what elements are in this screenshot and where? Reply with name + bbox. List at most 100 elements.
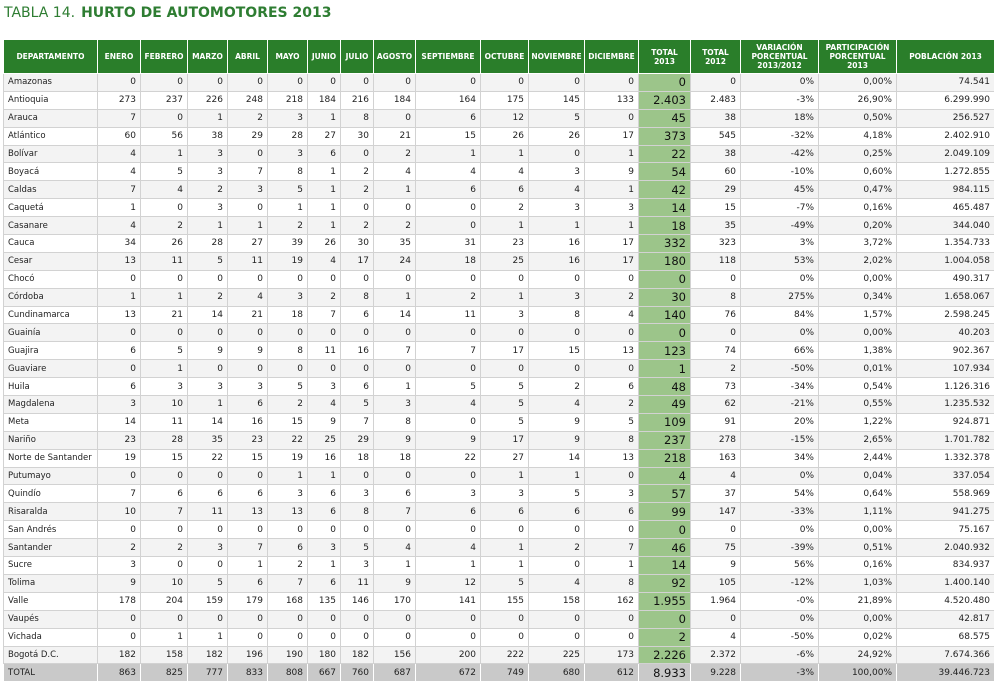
table-cell: 0,00% [819,521,897,539]
table-cell: 0 [481,324,529,342]
column-header: POBLACIÓN 2013 [897,40,994,74]
table-cell: 4 [308,396,341,414]
total-cell: 100,00% [819,664,897,682]
table-cell: 8 [341,288,374,306]
total-2013-cell: 373 [639,127,691,145]
table-cell: 0 [228,360,268,378]
table-cell: 2 [188,181,228,199]
table-cell: 0 [141,199,188,217]
column-header: TOTAL 2012 [691,40,741,74]
table-cell: 7 [268,574,308,592]
total-cell: 612 [585,664,639,682]
table-cell: 0 [416,610,481,628]
table-cell: 0 [228,521,268,539]
table-cell: 1,03% [819,574,897,592]
table-cell: 0,50% [819,109,897,127]
total-2013-cell: 14 [639,557,691,575]
table-cell: 0 [228,467,268,485]
table-cell: 5 [141,163,188,181]
department-cell: Risaralda [4,503,98,521]
table-cell: 28 [268,127,308,145]
table-cell: 7 [98,485,141,503]
table-cell: 4 [416,163,481,181]
table-cell: 1 [481,288,529,306]
table-cell: 29 [341,431,374,449]
table-title-text: HURTO DE AUTOMOTORES 2013 [81,5,331,21]
table-cell: 0 [141,109,188,127]
table-cell: 1 [481,217,529,235]
table-cell: 1 [188,217,228,235]
table-cell: 6 [529,503,585,521]
table-cell: 180 [308,646,341,664]
table-cell: 4 [98,145,141,163]
table-cell: -10% [741,163,819,181]
total-2013-cell: 48 [639,378,691,396]
table-cell: 14 [98,413,141,431]
table-cell: 2 [341,181,374,199]
table-cell: 1.004.058 [897,252,994,270]
table-cell: 16 [228,413,268,431]
table-cell: 74 [691,342,741,360]
table-cell: 0 [268,521,308,539]
table-cell: 4 [141,181,188,199]
total-cell: 808 [268,664,308,682]
table-cell: 74.541 [897,74,994,92]
table-cell: 0 [529,360,585,378]
table-cell: 17 [585,235,639,253]
table-cell: 7 [228,539,268,557]
table-cell: 6 [228,396,268,414]
table-cell: 18 [268,306,308,324]
table-cell: 0 [98,610,141,628]
table-cell: 4 [308,252,341,270]
table-cell: 6 [585,378,639,396]
total-2013-cell: 30 [639,288,691,306]
department-cell: Nariño [4,431,98,449]
table-cell: 14 [188,413,228,431]
table-cell: 0 [98,628,141,646]
table-cell: 0 [529,74,585,92]
table-cell: 0 [585,324,639,342]
total-2013-cell: 4 [639,467,691,485]
table-cell: 2 [691,360,741,378]
table-cell: 2 [228,109,268,127]
table-cell: -3% [741,91,819,109]
table-cell: 0 [228,610,268,628]
table-cell: 84% [741,306,819,324]
department-cell: Antioquia [4,91,98,109]
table-cell: 0 [98,521,141,539]
table-cell: 133 [585,91,639,109]
table-cell: 3 [188,163,228,181]
table-cell: 21 [141,306,188,324]
table-cell: 38 [691,109,741,127]
table-cell: 0 [141,324,188,342]
table-cell: 0,47% [819,181,897,199]
table-cell: 1 [308,181,341,199]
table-cell: 0 [529,324,585,342]
table-cell: 344.040 [897,217,994,235]
table-cell: 2 [585,396,639,414]
table-cell: 27 [228,235,268,253]
total-cell: 687 [374,664,416,682]
table-cell: 0 [228,74,268,92]
table-cell: 15 [691,199,741,217]
table-cell: 0,51% [819,539,897,557]
table-cell: 2 [308,288,341,306]
table-cell: 3 [228,181,268,199]
table-cell: 0 [374,324,416,342]
table-cell: 155 [481,592,529,610]
table-cell: 3 [341,485,374,503]
total-cell: -3% [741,664,819,682]
total-cell: 667 [308,664,341,682]
table-cell: 1 [98,199,141,217]
table-cell: 0 [481,521,529,539]
table-cell: 0 [98,270,141,288]
table-cell: 0 [341,270,374,288]
table-cell: 3 [529,163,585,181]
table-cell: 0 [585,628,639,646]
table-cell: 3 [585,485,639,503]
table-cell: 0% [741,610,819,628]
